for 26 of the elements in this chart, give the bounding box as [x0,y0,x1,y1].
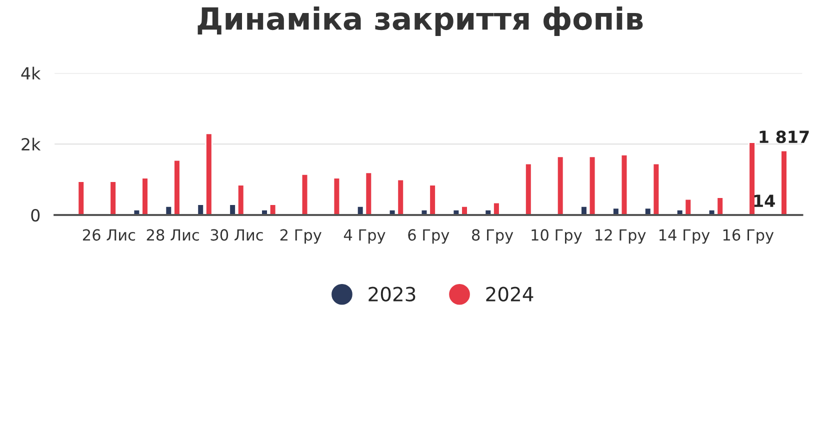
y-tick-label: 0 [31,208,40,222]
x-tick-label: 12 Гру [596,229,646,244]
bar [332,177,341,215]
y-tick-label: 4k [21,66,41,80]
y-tick-label: 2k [22,138,41,150]
legend-label: 2023 [368,286,416,302]
x-tick-label: 28 Лис [146,229,199,241]
x-tick-label: 2 Гру [280,229,322,244]
x-tick-label: 8 Гру [472,229,514,244]
legend-label: 2024 [486,286,534,302]
x-tick-label: 14 Гру [659,229,710,244]
bar [77,180,86,215]
bar [556,156,564,215]
bar [109,180,117,215]
x-tick-label: 30 Лис [210,229,263,241]
data-label: 1 817 [760,130,809,144]
bar [524,162,532,215]
x-tick-label: 4 Гру [344,229,386,244]
x-tick-label: 26 Лис [82,229,136,241]
bar [300,174,309,215]
chart-title: Динаміка закриття фопів [198,6,643,36]
bar [748,142,756,215]
x-tick-label: 16 Гру [723,229,774,244]
bar [780,150,788,215]
x-tick-label: 10 Гру [532,229,582,244]
x-tick-label: 6 Гру [408,229,450,244]
